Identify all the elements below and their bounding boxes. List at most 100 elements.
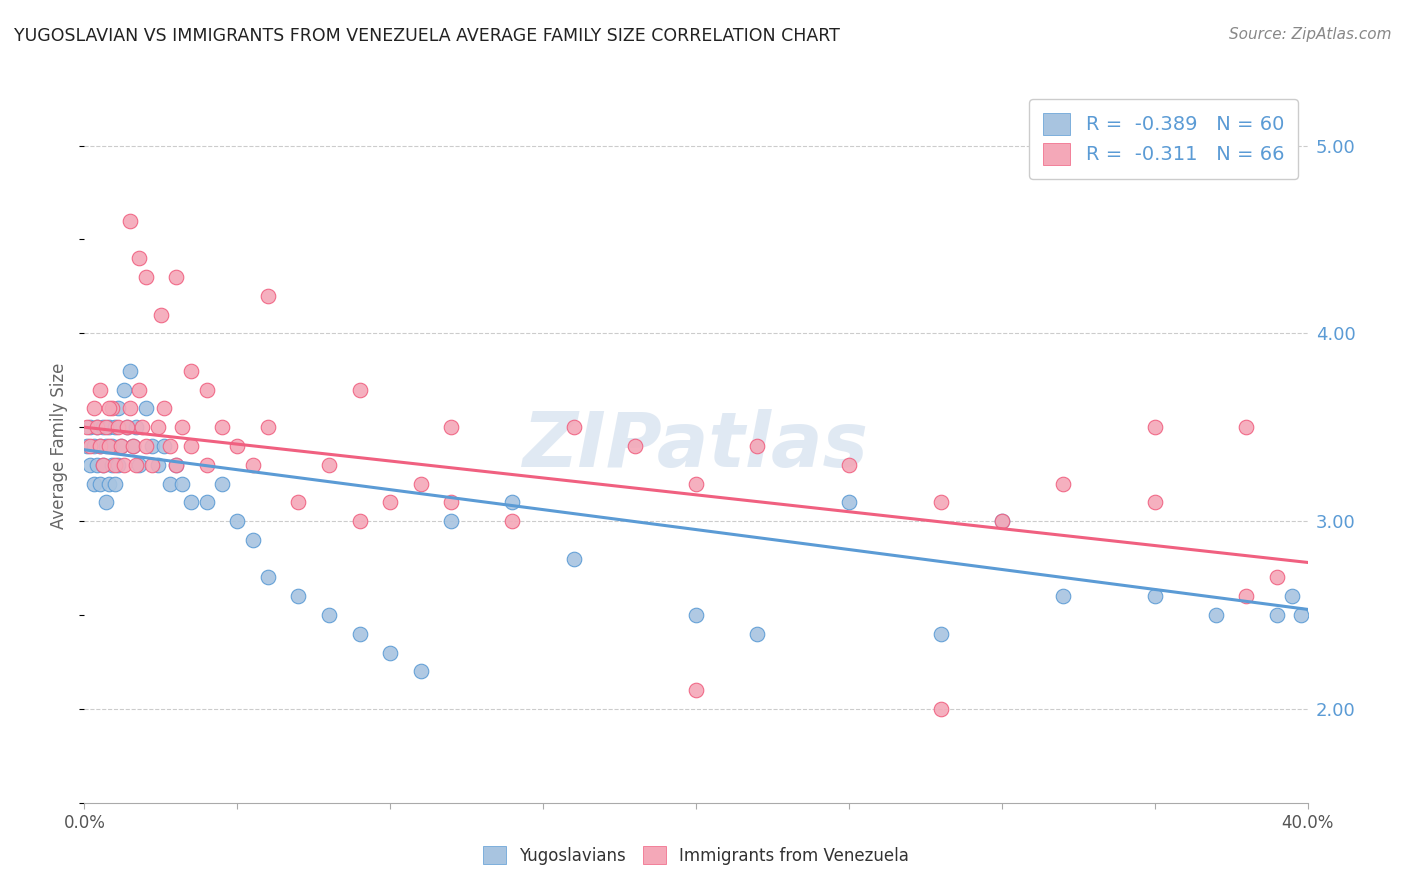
Point: [91, 420, 114, 434]
Point: [110, 439, 132, 453]
Point: [153, 401, 176, 416]
Point: [838, 458, 860, 472]
Point: [107, 420, 129, 434]
Point: [747, 627, 769, 641]
Point: [159, 439, 181, 453]
Point: [83, 476, 105, 491]
Y-axis label: Average Family Size: Average Family Size: [51, 363, 69, 529]
Point: [440, 514, 463, 528]
Point: [131, 420, 153, 434]
Point: [1052, 589, 1074, 603]
Point: [380, 646, 402, 660]
Point: [172, 476, 194, 491]
Point: [104, 458, 127, 472]
Point: [101, 458, 124, 472]
Point: [146, 458, 169, 472]
Point: [257, 570, 280, 584]
Point: [211, 420, 233, 434]
Text: YUGOSLAVIAN VS IMMIGRANTS FROM VENEZUELA AVERAGE FAMILY SIZE CORRELATION CHART: YUGOSLAVIAN VS IMMIGRANTS FROM VENEZUELA…: [14, 27, 839, 45]
Point: [89, 383, 111, 397]
Point: [165, 458, 187, 472]
Point: [94, 439, 117, 453]
Point: [97, 401, 120, 416]
Point: [149, 308, 172, 322]
Point: [180, 439, 202, 453]
Point: [1236, 420, 1258, 434]
Point: [180, 364, 202, 378]
Point: [1143, 589, 1166, 603]
Point: [101, 401, 124, 416]
Point: [128, 251, 150, 265]
Point: [211, 476, 233, 491]
Point: [195, 383, 218, 397]
Point: [838, 495, 860, 509]
Point: [112, 383, 135, 397]
Point: [349, 514, 371, 528]
Point: [685, 607, 707, 622]
Point: [172, 420, 194, 434]
Point: [226, 514, 249, 528]
Point: [165, 458, 187, 472]
Point: [101, 439, 124, 453]
Point: [1265, 607, 1288, 622]
Point: [409, 665, 432, 679]
Point: [226, 439, 249, 453]
Point: [115, 420, 138, 434]
Point: [76, 420, 98, 434]
Point: [991, 514, 1014, 528]
Point: [685, 683, 707, 698]
Point: [1281, 589, 1303, 603]
Point: [502, 514, 524, 528]
Point: [1205, 607, 1227, 622]
Point: [165, 270, 187, 285]
Point: [122, 439, 145, 453]
Point: [83, 401, 105, 416]
Point: [159, 476, 181, 491]
Point: [929, 495, 952, 509]
Point: [79, 439, 101, 453]
Point: [104, 420, 127, 434]
Point: [110, 439, 132, 453]
Point: [624, 439, 647, 453]
Point: [120, 364, 142, 378]
Point: [104, 476, 127, 491]
Point: [83, 439, 105, 453]
Point: [128, 458, 150, 472]
Point: [1265, 570, 1288, 584]
Point: [120, 213, 142, 227]
Point: [94, 495, 117, 509]
Point: [257, 420, 280, 434]
Point: [135, 401, 157, 416]
Point: [135, 270, 157, 285]
Point: [97, 476, 120, 491]
Point: [180, 495, 202, 509]
Point: [107, 458, 129, 472]
Point: [287, 495, 309, 509]
Point: [349, 383, 371, 397]
Point: [440, 420, 463, 434]
Point: [91, 458, 114, 472]
Point: [115, 420, 138, 434]
Point: [991, 514, 1014, 528]
Point: [153, 439, 176, 453]
Point: [195, 458, 218, 472]
Point: [125, 420, 148, 434]
Point: [94, 420, 117, 434]
Point: [195, 495, 218, 509]
Point: [502, 495, 524, 509]
Point: [122, 439, 145, 453]
Point: [318, 458, 340, 472]
Legend: Yugoslavians, Immigrants from Venezuela: Yugoslavians, Immigrants from Venezuela: [474, 838, 918, 873]
Point: [89, 439, 111, 453]
Text: ZIPatlas: ZIPatlas: [523, 409, 869, 483]
Point: [287, 589, 309, 603]
Point: [1143, 495, 1166, 509]
Point: [257, 289, 280, 303]
Point: [86, 420, 108, 434]
Point: [1236, 589, 1258, 603]
Point: [112, 458, 135, 472]
Point: [146, 420, 169, 434]
Point: [125, 458, 148, 472]
Point: [242, 533, 264, 547]
Point: [91, 458, 114, 472]
